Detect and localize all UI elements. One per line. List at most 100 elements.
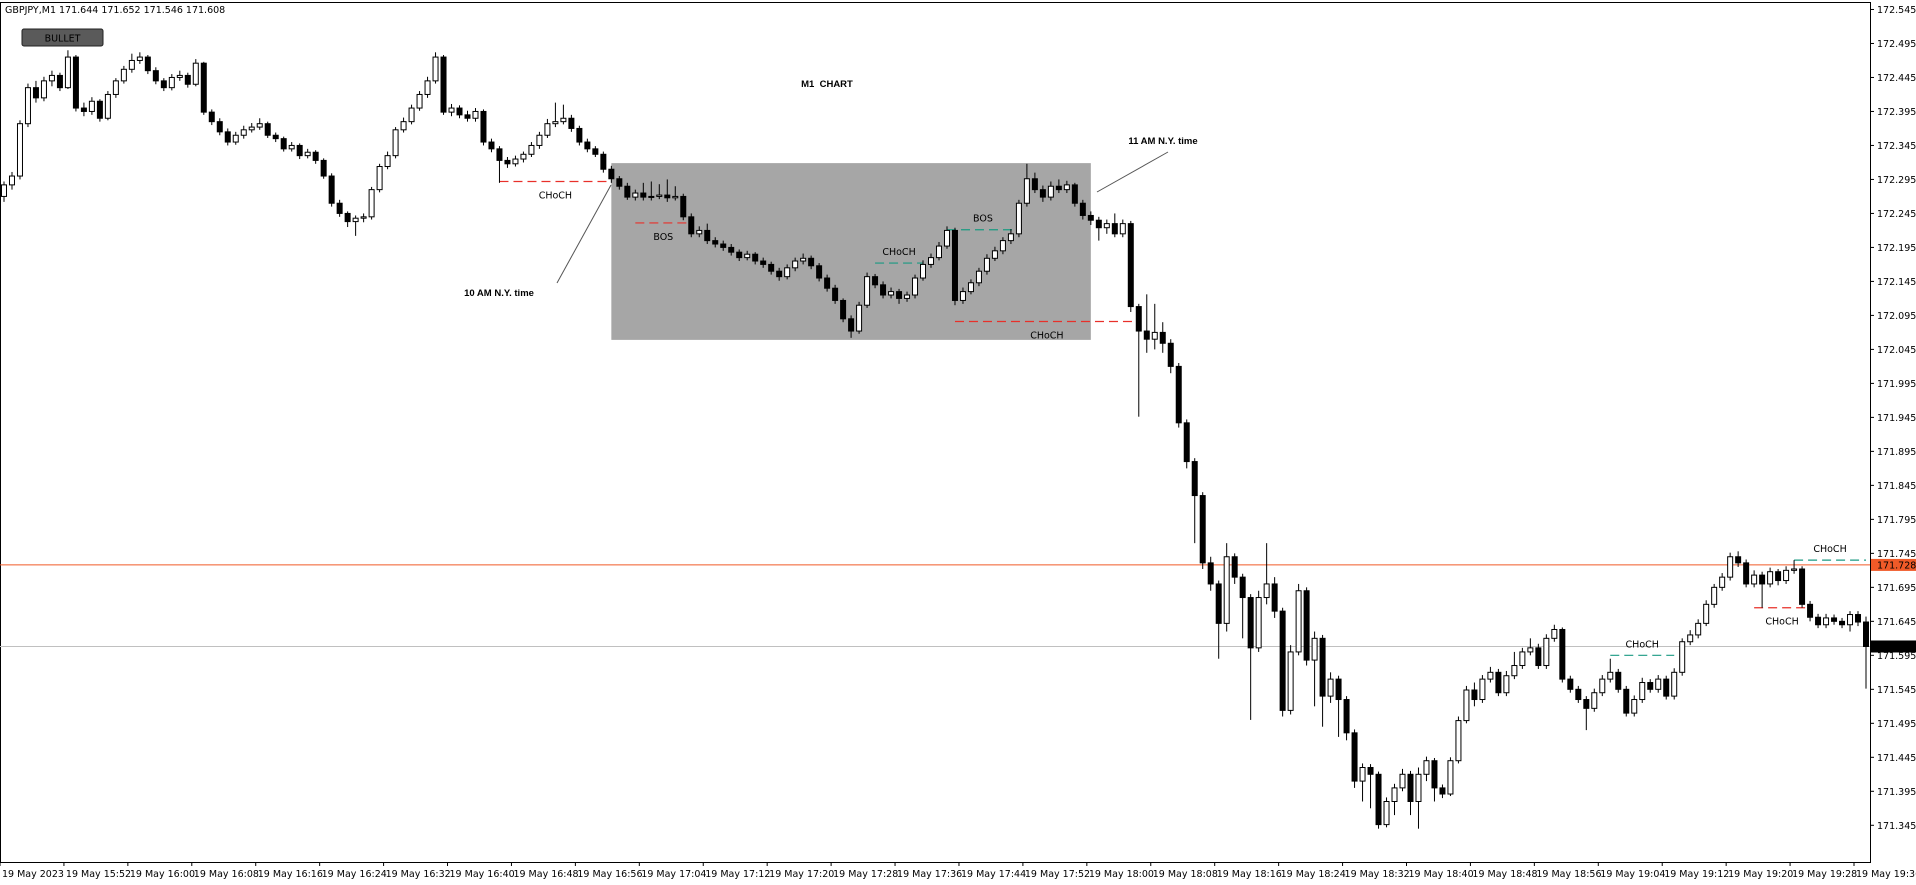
candle-body [959, 291, 966, 301]
candle-body [1271, 583, 1278, 612]
candle-body [360, 216, 367, 219]
candle-body [680, 195, 687, 218]
candle-body [464, 114, 471, 119]
candle-body [1303, 590, 1310, 661]
candle-body [744, 253, 751, 259]
candle-body [688, 216, 695, 235]
y-tick-label: 171.445 [1877, 753, 1916, 764]
plot-frame [0, 2, 1871, 863]
x-tick-label: 19 May 18:32 [1345, 869, 1410, 880]
candle-body [1527, 647, 1534, 653]
bullet-button-label[interactable]: BULLET [45, 34, 81, 45]
candle-body [24, 87, 31, 125]
candle-body [104, 93, 111, 119]
candle-body [1023, 178, 1030, 204]
candle-body [552, 121, 559, 125]
candle-body [736, 251, 743, 259]
candle-body [1391, 787, 1398, 802]
candle-body [1399, 773, 1406, 789]
candle-body [1351, 732, 1358, 782]
candle-body [1599, 678, 1606, 694]
candle-body [848, 318, 855, 332]
candle-body [8, 175, 15, 186]
candle-body [1447, 760, 1454, 795]
candle-body [1775, 571, 1782, 582]
candle-body [1415, 773, 1422, 802]
candle-body [1055, 185, 1062, 191]
candle-body [200, 62, 207, 113]
candle-body [472, 110, 479, 119]
candle-body [1815, 616, 1822, 626]
candle-body [264, 123, 271, 136]
candle-body [1783, 569, 1790, 582]
price-label-box [1871, 558, 1916, 571]
candle-body [416, 93, 423, 109]
candle-body [504, 159, 511, 165]
candle-body [344, 212, 351, 223]
price-label: 171.608 [1877, 642, 1916, 653]
candle-body [1439, 787, 1446, 795]
candle-body [975, 270, 982, 284]
candle-body [1031, 178, 1038, 191]
candle-body [840, 299, 847, 320]
x-tick-label: 19 May 18:08 [1153, 869, 1218, 880]
level-label: CHoCH [539, 190, 572, 201]
candle-body [632, 192, 639, 198]
candle-body [488, 141, 495, 150]
candle-body [768, 263, 775, 272]
candle-body [1727, 556, 1734, 578]
candle-body [128, 59, 135, 70]
candle-body [592, 148, 599, 155]
candle-body [368, 189, 375, 218]
candle-body [712, 240, 719, 245]
level-label: CHoCH [1765, 617, 1798, 628]
candle-body [1791, 568, 1798, 571]
level-label: CHoCH [1626, 639, 1659, 650]
x-tick-label: 19 May 17:20 [769, 869, 834, 880]
candle-body [1831, 617, 1838, 622]
candle-body [1191, 461, 1198, 497]
y-tick-label: 171.695 [1877, 583, 1916, 594]
candle-body [1623, 688, 1630, 714]
candle-body [240, 129, 247, 136]
candle-body [96, 100, 103, 119]
y-tick-label: 172.045 [1877, 345, 1916, 356]
candle-body [272, 134, 279, 140]
candle-body [480, 110, 487, 143]
x-tick-label: 19 May 2023 [2, 869, 64, 880]
candle-body [224, 131, 231, 143]
candle-body [912, 277, 919, 296]
candle-body [1047, 185, 1054, 198]
candle-body [1711, 586, 1718, 605]
candle-body [1807, 603, 1814, 618]
annotation: 10 AM N.Y. time [464, 288, 534, 299]
candle-body [288, 144, 295, 150]
candle-body [424, 80, 431, 95]
candle-body [1503, 675, 1510, 694]
candle-body [1511, 665, 1518, 677]
bullet-button[interactable] [21, 28, 104, 47]
y-tick-label: 171.545 [1877, 685, 1916, 696]
candle-body [1199, 495, 1206, 564]
candle-body [1231, 556, 1238, 578]
candle-body [1103, 223, 1110, 229]
x-tick-label: 19 May 16:48 [513, 869, 578, 880]
candle-body [1295, 590, 1302, 653]
annotation: 11 AM N.Y. time [1128, 136, 1197, 147]
candle-body [1551, 628, 1558, 639]
candle-body [1463, 689, 1470, 722]
y-tick-label: 172.495 [1877, 39, 1916, 50]
x-tick-label: 19 May 18:16 [1217, 869, 1282, 880]
candle-body [520, 153, 527, 160]
candle-body [1639, 682, 1646, 701]
candle-body [1319, 637, 1326, 697]
candle-body [440, 56, 447, 113]
candle-body [1151, 331, 1158, 340]
candle-body [1567, 678, 1574, 690]
candle-body [160, 80, 167, 89]
candle-body [1159, 331, 1166, 344]
candle-body [824, 277, 831, 289]
candle-body [568, 117, 575, 129]
x-tick-label: 19 May 16:24 [322, 869, 387, 880]
